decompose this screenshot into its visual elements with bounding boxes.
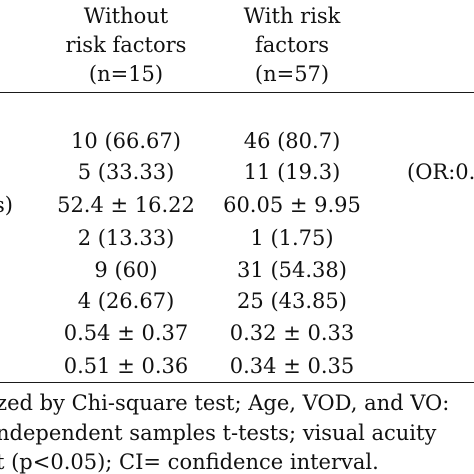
footnote-line-2: ndependent samples t-tests; visual acuit… bbox=[0, 421, 437, 445]
header-with-risk-factors: With risk factors (n=57) bbox=[212, 2, 372, 89]
cell-without-row-6: 4 (26.67) bbox=[77, 289, 175, 313]
header-without-line-3: (n=15) bbox=[88, 62, 164, 86]
cell-with-row-4: 1 (1.75) bbox=[250, 226, 334, 250]
cell-with-row-3: 60.05 ± 9.95 bbox=[223, 193, 361, 217]
cell-with-row-7: 0.32 ± 0.33 bbox=[229, 321, 355, 345]
cell-without-row-2: 5 (33.33) bbox=[77, 160, 175, 184]
cell-without-row-8: 0.51 ± 0.36 bbox=[63, 354, 189, 378]
cell-left-row-3: s) bbox=[0, 193, 13, 217]
cell-without-row-1: 10 (66.67) bbox=[71, 129, 181, 153]
cell-with-row-8: 0.34 ± 0.35 bbox=[229, 354, 355, 378]
header-without-line-2: risk factors bbox=[65, 33, 187, 57]
header-with-line-2: factors bbox=[255, 33, 329, 57]
cell-without-row-4: 2 (13.33) bbox=[77, 226, 175, 250]
header-with-line-1: With risk bbox=[243, 4, 341, 28]
cell-without-row-7: 0.54 ± 0.37 bbox=[63, 321, 189, 345]
header-without-risk-factors: Without risk factors (n=15) bbox=[46, 2, 206, 89]
header-with-line-3: (n=57) bbox=[254, 62, 330, 86]
cell-right-row-2: (OR:0. bbox=[407, 160, 474, 184]
footnote-line-3: t (p<0.05); CI= confidence interval. bbox=[0, 450, 379, 474]
cell-without-row-3: 52.4 ± 16.22 bbox=[57, 193, 195, 217]
header-rule bbox=[0, 92, 474, 93]
cell-with-row-2: 11 (19.3) bbox=[243, 160, 341, 184]
cell-with-row-1: 46 (80.7) bbox=[243, 129, 341, 153]
footnote-line-1: zed by Chi-square test; Age, VOD, and VO… bbox=[0, 391, 450, 415]
cell-with-row-5: 31 (54.38) bbox=[237, 258, 347, 282]
cell-without-row-5: 9 (60) bbox=[94, 258, 158, 282]
header-without-line-1: Without bbox=[83, 4, 169, 28]
table-bottom-rule bbox=[0, 382, 474, 383]
cell-with-row-6: 25 (43.85) bbox=[237, 289, 347, 313]
